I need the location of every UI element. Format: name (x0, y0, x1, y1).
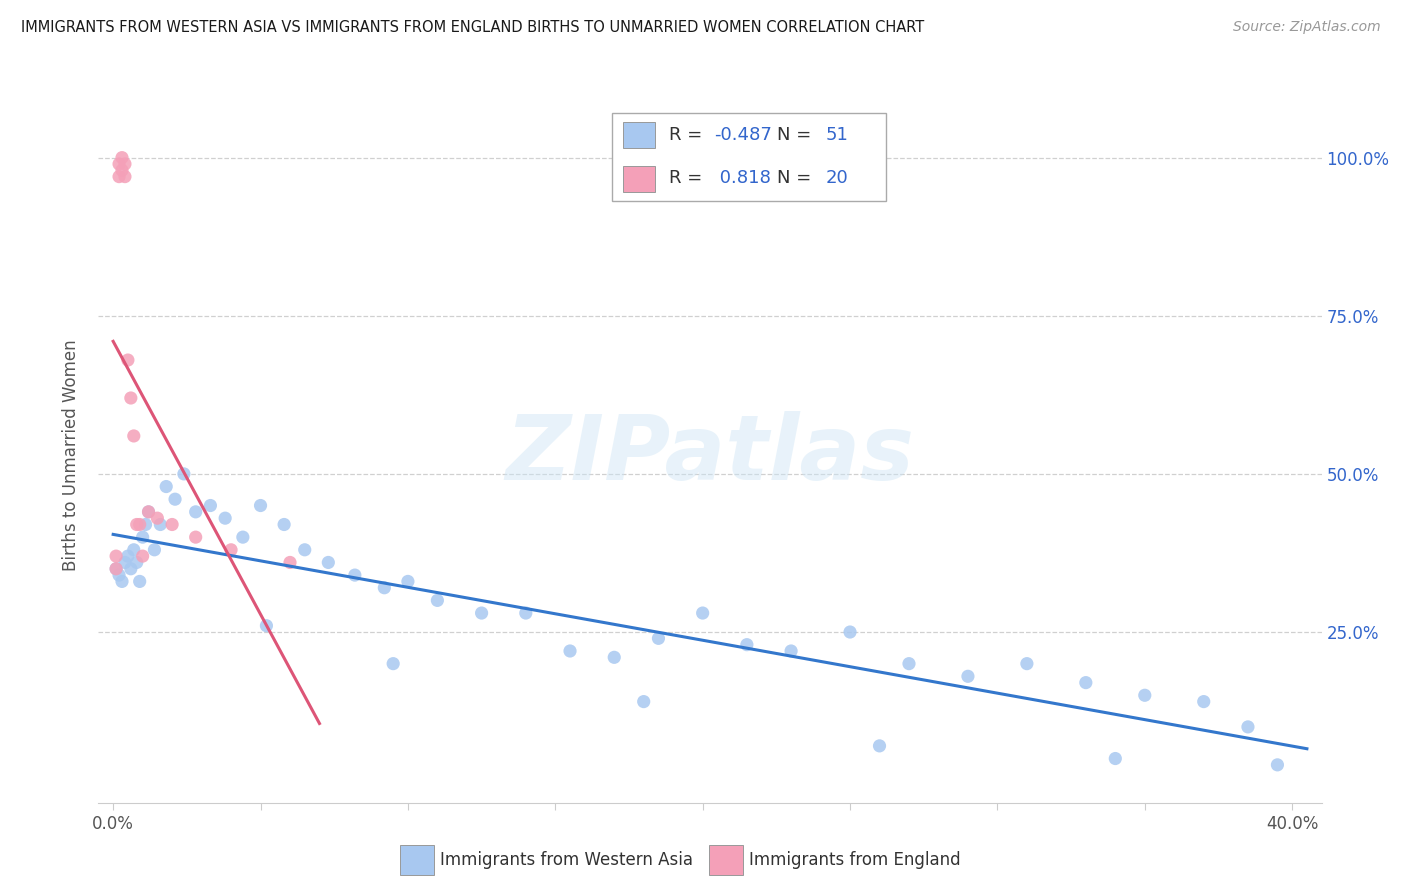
Text: Immigrants from England: Immigrants from England (749, 851, 962, 869)
Point (108, 169, 131, 184)
Text: Source: ZipAtlas.com: Source: ZipAtlas.com (1233, 20, 1381, 34)
Point (165, 492, 187, 507)
Y-axis label: Births to Unmarried Women: Births to Unmarried Women (62, 339, 80, 571)
Point (603, 650, 626, 665)
Point (114, 169, 136, 184)
Point (138, 505, 160, 519)
Point (117, 353, 139, 368)
Point (111, 151, 134, 165)
Point (131, 530, 153, 544)
Point (122, 429, 145, 443)
Point (869, 739, 891, 753)
Point (373, 581, 395, 595)
Text: Immigrants from Western Asia: Immigrants from Western Asia (440, 851, 693, 869)
Point (839, 625, 862, 640)
Point (558, 644, 581, 658)
Bar (623, 122, 655, 148)
Point (214, 511, 236, 525)
Point (382, 657, 405, 671)
Point (1015, 657, 1038, 671)
Point (1104, 751, 1126, 765)
Point (735, 638, 758, 652)
Point (184, 530, 207, 544)
Point (780, 644, 803, 658)
Text: N =: N = (778, 126, 817, 144)
Text: N =: N = (778, 169, 817, 187)
Point (396, 574, 419, 589)
Point (294, 542, 316, 557)
Point (149, 517, 172, 532)
Point (125, 556, 148, 570)
Point (343, 568, 366, 582)
Point (173, 467, 195, 481)
Point (898, 657, 921, 671)
Point (155, 479, 177, 493)
Text: R =: R = (669, 126, 709, 144)
Point (219, 542, 242, 557)
Point (160, 517, 183, 532)
Point (138, 505, 160, 519)
Point (1267, 757, 1289, 772)
Point (1237, 720, 1260, 734)
Point (647, 632, 669, 646)
Point (278, 556, 301, 570)
Text: -0.487: -0.487 (714, 126, 772, 144)
Point (105, 549, 128, 563)
Point (131, 549, 153, 563)
Bar (399, 845, 434, 875)
Point (1192, 695, 1215, 709)
Point (471, 606, 494, 620)
Bar (623, 166, 655, 192)
Point (105, 562, 128, 576)
Text: ZIPatlas: ZIPatlas (506, 411, 914, 499)
Point (120, 391, 142, 405)
Point (111, 163, 134, 178)
Point (108, 568, 131, 582)
Point (692, 606, 714, 620)
Point (105, 562, 128, 576)
Point (143, 542, 166, 557)
Text: 0.818: 0.818 (714, 169, 772, 187)
Point (426, 593, 449, 607)
Point (108, 157, 131, 171)
Point (120, 562, 142, 576)
Point (114, 556, 136, 570)
Text: 51: 51 (825, 126, 848, 144)
Point (249, 499, 271, 513)
Point (122, 542, 145, 557)
Point (318, 556, 340, 570)
Point (1133, 688, 1156, 702)
Point (128, 517, 150, 532)
Point (128, 574, 150, 589)
Point (146, 511, 169, 525)
Point (1074, 675, 1097, 690)
Point (135, 517, 157, 532)
Point (114, 157, 136, 171)
Point (273, 517, 295, 532)
Point (200, 499, 222, 513)
Point (125, 517, 148, 532)
Point (232, 530, 254, 544)
Bar (709, 845, 744, 875)
Point (184, 505, 207, 519)
Text: IMMIGRANTS FROM WESTERN ASIA VS IMMIGRANTS FROM ENGLAND BIRTHS TO UNMARRIED WOME: IMMIGRANTS FROM WESTERN ASIA VS IMMIGRAN… (21, 20, 924, 35)
FancyBboxPatch shape (612, 113, 886, 201)
Point (111, 574, 134, 589)
Point (633, 695, 655, 709)
Point (117, 549, 139, 563)
Text: 20: 20 (825, 169, 848, 187)
Point (515, 606, 537, 620)
Point (956, 669, 979, 683)
Text: R =: R = (669, 169, 709, 187)
Point (254, 618, 277, 632)
